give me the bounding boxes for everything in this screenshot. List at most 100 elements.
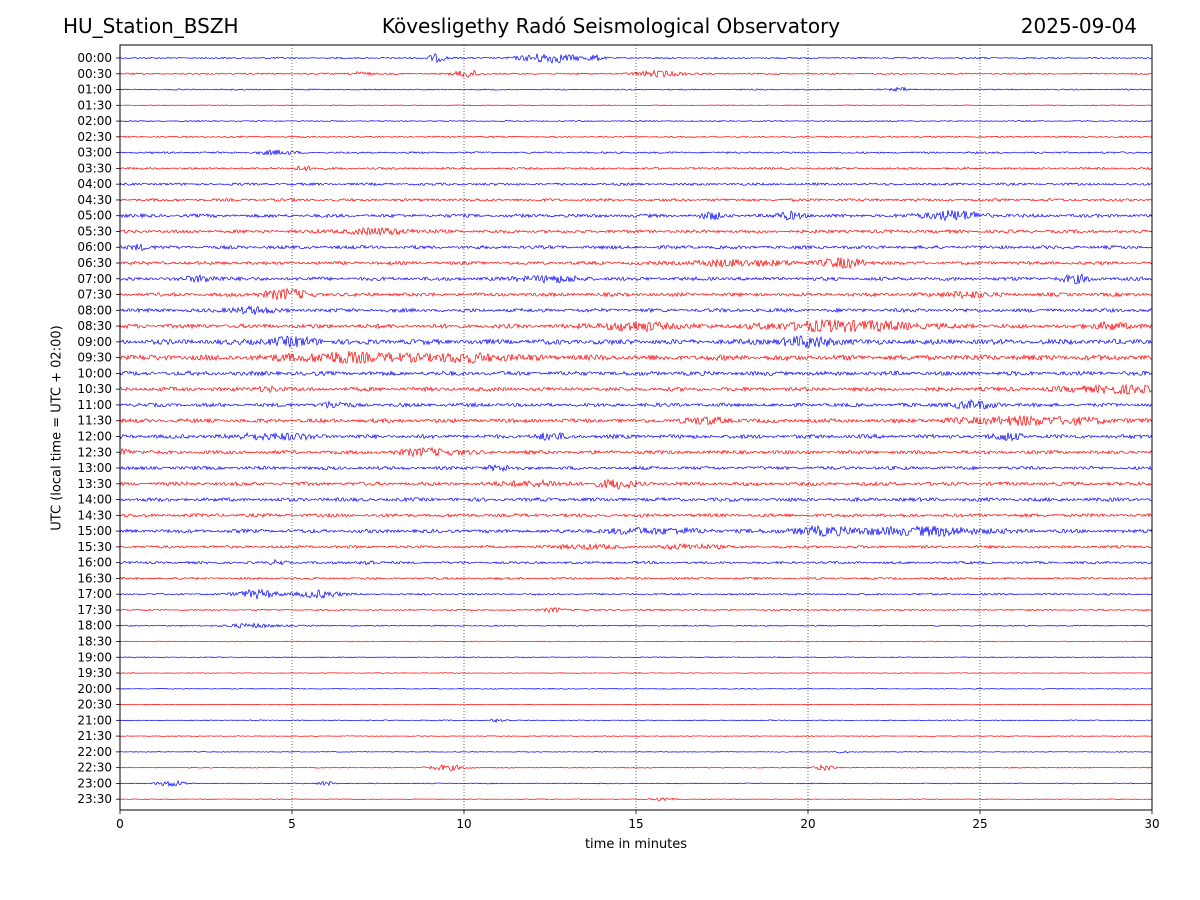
y-tick-label: 14:00 xyxy=(77,493,112,507)
trace-row-0030 xyxy=(119,69,1153,78)
x-tick-label: 10 xyxy=(456,817,471,831)
trace-row-1630 xyxy=(119,576,1153,581)
trace-row-0230 xyxy=(119,135,1153,139)
trace-row-0930 xyxy=(119,350,1153,364)
trace-row-1400 xyxy=(119,496,1153,503)
y-tick-label: 21:30 xyxy=(77,729,112,743)
trace-row-0400 xyxy=(119,182,1153,187)
trace-row-0900 xyxy=(119,334,1153,349)
trace-row-0000 xyxy=(119,53,1153,64)
y-tick-label: 19:30 xyxy=(77,666,112,680)
x-tick-label: 0 xyxy=(116,817,124,831)
y-tick-label: 17:30 xyxy=(77,603,112,617)
y-tick-label: 12:30 xyxy=(77,445,112,459)
x-tick-label: 25 xyxy=(972,817,987,831)
trace-row-2230 xyxy=(119,763,1153,772)
seismic-traces xyxy=(119,53,1153,802)
trace-row-2200 xyxy=(119,750,1153,754)
y-tick-label: 00:30 xyxy=(77,67,112,81)
trace-row-1500 xyxy=(119,524,1153,538)
y-tick-label: 07:30 xyxy=(77,288,112,302)
trace-row-0830 xyxy=(119,319,1153,333)
trace-row-0430 xyxy=(119,197,1153,203)
y-tick-label: 15:30 xyxy=(77,540,112,554)
y-tick-label: 03:30 xyxy=(77,161,112,175)
trace-row-1330 xyxy=(119,478,1153,490)
x-tick-label: 5 xyxy=(288,817,296,831)
trace-row-0800 xyxy=(119,305,1153,315)
trace-row-2000 xyxy=(119,687,1153,690)
trace-row-1800 xyxy=(119,622,1153,629)
trace-row-0100 xyxy=(119,86,1153,93)
y-tick-label: 06:00 xyxy=(77,240,112,254)
y-tick-label: 09:30 xyxy=(77,351,112,365)
y-tick-label: 04:30 xyxy=(77,193,112,207)
trace-row-1200 xyxy=(119,431,1153,442)
y-tick-label: 05:00 xyxy=(77,209,112,223)
trace-row-0730 xyxy=(119,287,1153,301)
trace-row-1030 xyxy=(119,384,1153,396)
y-tick-label: 01:30 xyxy=(77,98,112,112)
y-tick-label: 06:30 xyxy=(77,256,112,270)
plot-date: 2025-09-04 xyxy=(1020,14,1137,38)
trace-row-0700 xyxy=(119,273,1153,285)
trace-row-0330 xyxy=(119,165,1153,172)
trace-row-2330 xyxy=(119,797,1153,802)
y-tick-label: 22:30 xyxy=(77,761,112,775)
trace-row-1300 xyxy=(119,464,1153,473)
trace-row-1900 xyxy=(119,656,1153,659)
y-tick-label: 08:00 xyxy=(77,303,112,317)
y-tick-label: 00:00 xyxy=(77,51,112,65)
x-tick-label: 30 xyxy=(1144,817,1159,831)
x-tick-label: 20 xyxy=(800,817,815,831)
station-name: HU_Station_BSZH xyxy=(63,14,239,38)
y-tick-label: 02:30 xyxy=(77,130,112,144)
y-tick-label: 03:00 xyxy=(77,146,112,160)
trace-row-0300 xyxy=(119,148,1153,156)
y-tick-label: 20:00 xyxy=(77,682,112,696)
y-tick-label: 18:30 xyxy=(77,634,112,648)
trace-row-2300 xyxy=(119,779,1153,788)
y-tick-label: 11:30 xyxy=(77,414,112,428)
y-tick-label: 20:30 xyxy=(77,698,112,712)
y-tick-label: 10:30 xyxy=(77,382,112,396)
trace-row-0130 xyxy=(119,104,1153,107)
trace-row-1230 xyxy=(119,446,1153,458)
trace-row-1100 xyxy=(119,398,1153,410)
y-tick-label: 23:30 xyxy=(77,792,112,806)
trace-row-1700 xyxy=(119,588,1153,600)
y-tick-label: 15:00 xyxy=(77,524,112,538)
y-tick-label: 18:00 xyxy=(77,619,112,633)
trace-row-0200 xyxy=(119,119,1153,123)
x-tick-label: 15 xyxy=(628,817,643,831)
trace-row-1830 xyxy=(119,640,1153,643)
y-tick-label: 09:00 xyxy=(77,335,112,349)
y-tick-label: 07:00 xyxy=(77,272,112,286)
grid-lines xyxy=(291,45,981,810)
y-axis-label: UTC (local time = UTC + 02:00) xyxy=(49,325,65,531)
y-tick-label: 19:00 xyxy=(77,650,112,664)
y-tick-label: 12:00 xyxy=(77,429,112,443)
y-tick-label: 04:00 xyxy=(77,177,112,191)
y-tick-label: 02:00 xyxy=(77,114,112,128)
trace-row-2100 xyxy=(119,718,1153,724)
y-tick-label: 16:30 xyxy=(77,571,112,585)
observatory-title: Kövesligethy Radó Seismological Observat… xyxy=(381,14,841,38)
y-tick-label: 22:00 xyxy=(77,745,112,759)
y-tick-label: 14:30 xyxy=(77,508,112,522)
y-tick-label: 21:00 xyxy=(77,713,112,727)
y-tick-label: 08:30 xyxy=(77,319,112,333)
y-tick-label: 13:00 xyxy=(77,461,112,475)
trace-row-1530 xyxy=(119,542,1153,551)
x-axis-label: time in minutes xyxy=(584,837,688,852)
y-tick-label: 13:30 xyxy=(77,477,112,491)
trace-row-1000 xyxy=(119,369,1153,377)
trace-row-0630 xyxy=(119,257,1153,270)
y-tick-label: 11:00 xyxy=(77,398,112,412)
y-tick-label: 01:00 xyxy=(77,83,112,97)
trace-row-0530 xyxy=(119,226,1153,237)
y-tick-label: 05:30 xyxy=(77,224,112,238)
y-tick-label: 16:00 xyxy=(77,556,112,570)
